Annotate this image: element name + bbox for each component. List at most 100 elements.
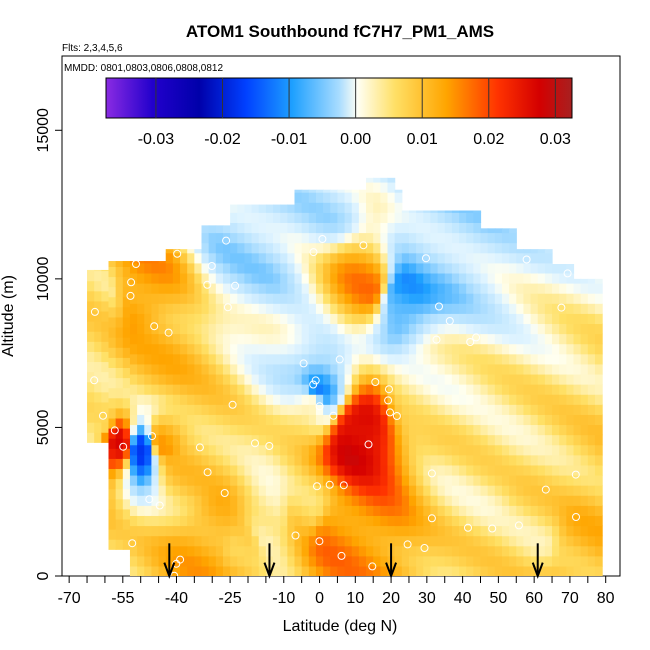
- heatmap-cell: [222, 242, 231, 254]
- heatmap-cell: [459, 222, 467, 234]
- heatmap-cell: [172, 495, 181, 506]
- heatmap-cell: [265, 474, 274, 486]
- heatmap-cell: [552, 363, 560, 375]
- heatmap-cell: [301, 485, 310, 496]
- heatmap-cell: [394, 343, 403, 355]
- heatmap-cell: [594, 384, 603, 395]
- heatmap-cell: [201, 262, 210, 274]
- heatmap-cell: [323, 373, 331, 385]
- heatmap-cell: [594, 313, 603, 325]
- heatmap-cell: [437, 252, 446, 264]
- heatmap-cell: [94, 331, 102, 342]
- heatmap-cell: [108, 508, 117, 520]
- heatmap-cell: [494, 535, 503, 547]
- heatmap-cell: [451, 353, 460, 365]
- heatmap-cell: [459, 424, 467, 436]
- heatmap-cell: [351, 404, 360, 415]
- heatmap-cell: [380, 353, 389, 365]
- heatmap-cell: [194, 363, 203, 375]
- heatmap-cell: [444, 505, 453, 516]
- heatmap-cell: [137, 545, 145, 557]
- heatmap-cell: [387, 444, 396, 456]
- heatmap-cell: [158, 545, 167, 557]
- heatmap-cell: [265, 272, 274, 284]
- colorbar-tick-label: 0.01: [407, 131, 438, 148]
- heatmap-cell: [423, 454, 432, 466]
- heatmap-cell: [87, 280, 95, 292]
- heatmap-cell: [287, 384, 296, 395]
- heatmap-cell: [158, 474, 167, 486]
- sample-point: [251, 439, 259, 448]
- heatmap-cell: [573, 404, 582, 415]
- sample-point: [231, 281, 240, 290]
- heatmap-cell: [230, 242, 238, 254]
- heatmap-cell: [373, 363, 381, 375]
- heatmap-cell: [101, 411, 110, 423]
- heatmap-cell: [258, 313, 267, 325]
- heatmap-cell: [230, 222, 238, 234]
- heatmap-cell: [194, 495, 203, 506]
- heatmap-cell: [158, 283, 167, 294]
- heatmap-cell: [530, 414, 539, 426]
- heatmap-cell: [416, 343, 424, 355]
- heatmap-cell: [165, 303, 174, 314]
- heatmap-cell: [566, 424, 575, 436]
- heatmap-cell: [423, 444, 432, 456]
- heatmap-cell: [559, 353, 567, 365]
- heatmap-cell: [294, 424, 303, 436]
- heatmap-cell: [244, 293, 253, 304]
- heatmap-cell: [315, 373, 324, 385]
- heatmap-cell: [230, 232, 238, 244]
- heatmap-cell: [587, 515, 596, 527]
- heatmap-cell: [351, 189, 360, 193]
- heatmap-cell: [222, 474, 231, 486]
- heatmap-cell: [394, 192, 403, 203]
- heatmap-cell: [115, 397, 124, 409]
- heatmap-cell: [258, 384, 267, 395]
- heatmap-cell: [273, 515, 281, 527]
- heatmap-cell: [244, 545, 253, 557]
- heatmap-cell: [580, 515, 589, 527]
- heatmap-cell: [94, 300, 102, 312]
- heatmap-cell: [151, 404, 160, 415]
- heatmap-cell: [509, 545, 517, 557]
- heatmap-cell: [158, 293, 167, 304]
- heatmap-cell: [337, 363, 346, 375]
- heatmap-cell: [480, 505, 489, 516]
- heatmap-cell: [144, 262, 153, 274]
- heatmap-cell: [523, 495, 532, 506]
- heatmap-cell: [459, 495, 467, 506]
- heatmap-cell: [215, 434, 224, 446]
- heatmap-cell: [373, 212, 381, 223]
- heatmap-cell: [151, 495, 160, 506]
- heatmap-cell: [151, 343, 160, 355]
- heatmap-cell: [473, 363, 482, 375]
- heatmap-cell: [323, 414, 331, 426]
- heatmap-cell: [137, 495, 145, 506]
- heatmap-cell: [459, 363, 467, 375]
- heatmap-cell: [273, 303, 281, 314]
- heatmap-cell: [566, 373, 575, 385]
- heatmap-cell: [437, 272, 446, 284]
- heatmap-cell: [201, 535, 210, 547]
- heatmap-cell: [373, 252, 381, 264]
- heatmap-cell: [494, 283, 503, 294]
- heatmap-cell: [587, 454, 596, 466]
- heatmap-cell: [394, 293, 403, 304]
- heatmap-cell: [115, 266, 124, 278]
- heatmap-cell: [523, 525, 532, 537]
- heatmap-cell: [237, 252, 246, 264]
- heatmap-cell: [187, 535, 195, 547]
- heatmap-cell: [308, 394, 317, 405]
- heatmap-cell: [466, 414, 474, 426]
- heatmap-cell: [323, 313, 331, 325]
- heatmap-cell: [201, 515, 210, 527]
- heatmap-cell: [501, 545, 510, 557]
- heatmap-cell: [573, 464, 582, 476]
- heatmap-cell: [408, 515, 417, 527]
- heatmap-cell: [108, 448, 117, 459]
- heatmap-cell: [494, 434, 503, 446]
- heatmap-cell: [315, 384, 324, 395]
- heatmap-cell: [516, 394, 525, 405]
- heatmap-cell: [516, 474, 525, 486]
